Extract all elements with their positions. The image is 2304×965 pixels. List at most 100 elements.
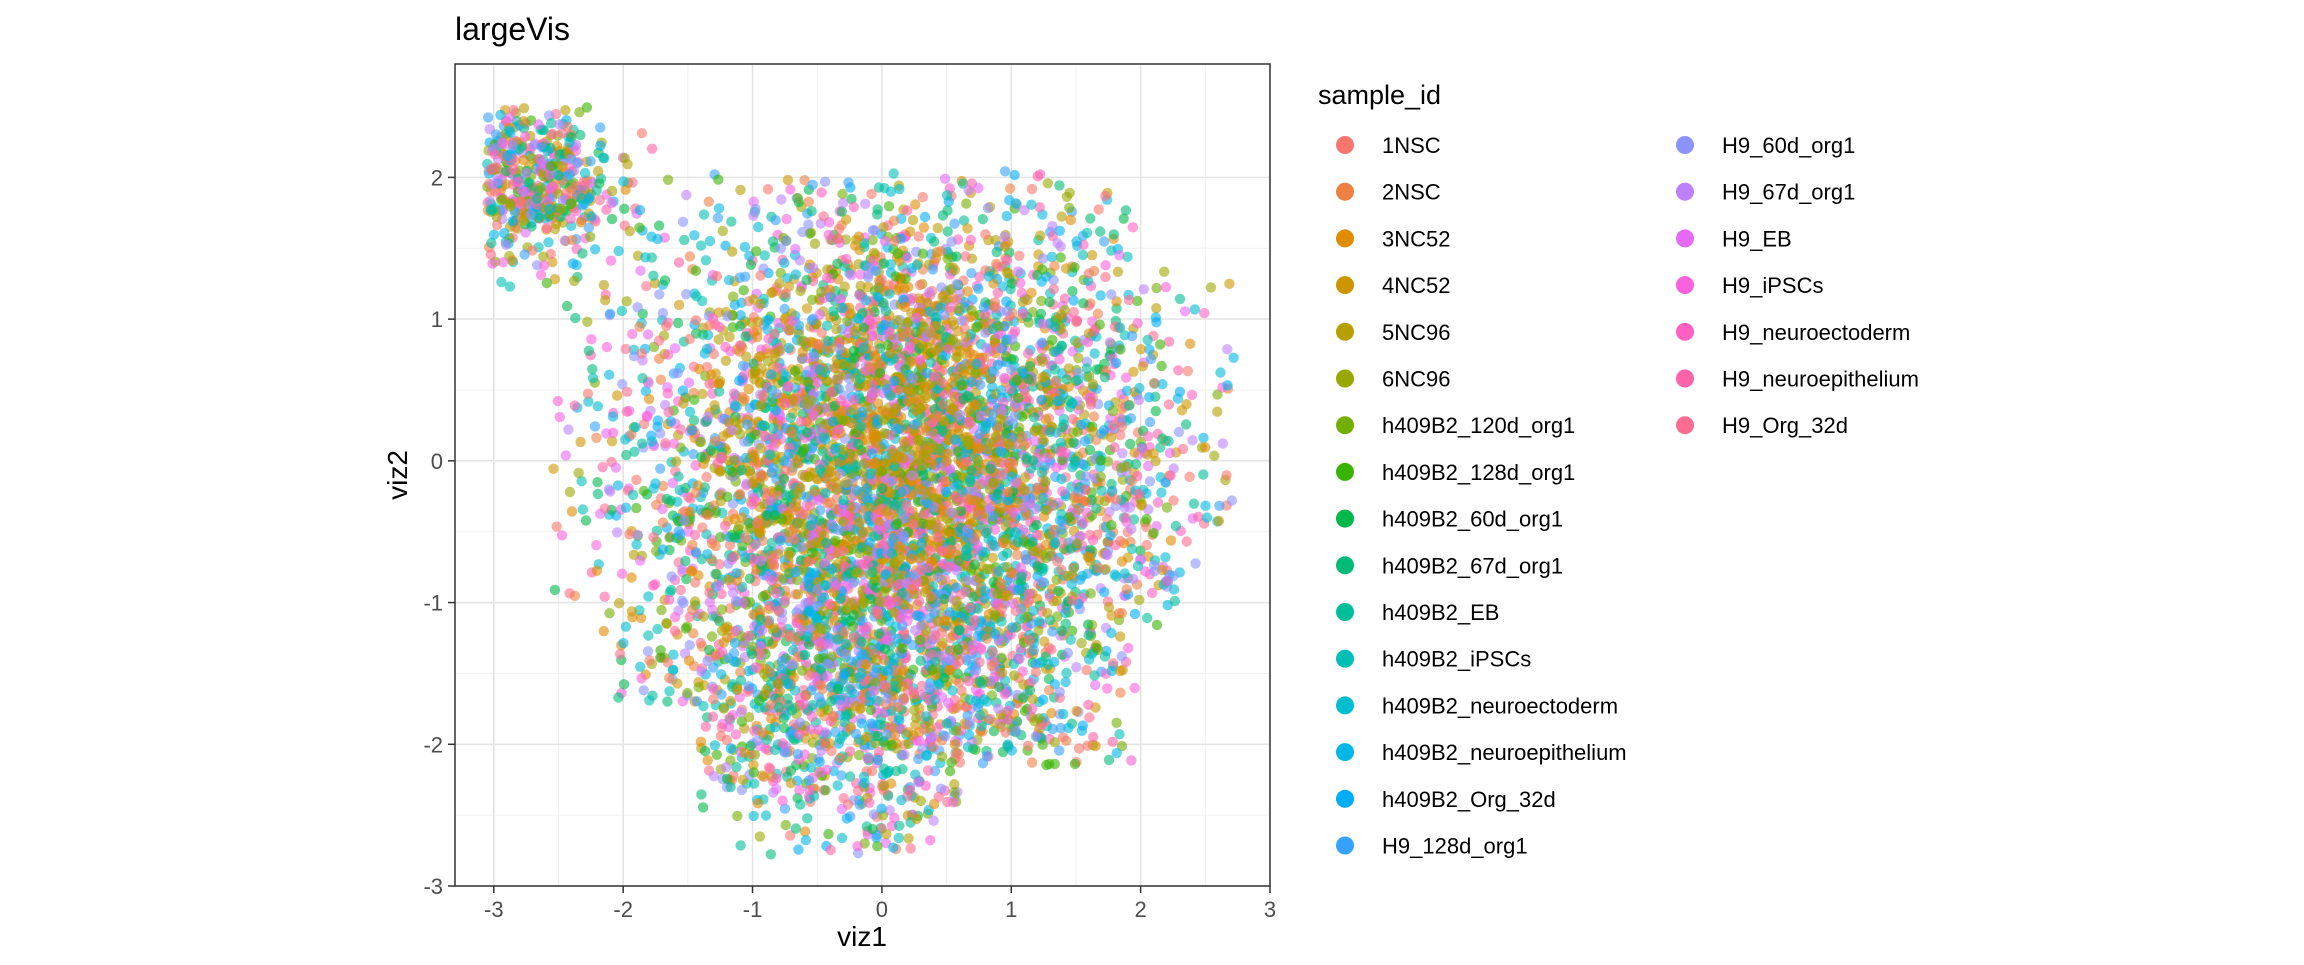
data-point <box>902 205 912 215</box>
data-point <box>1099 236 1109 246</box>
data-point <box>712 750 722 760</box>
data-point <box>578 504 588 514</box>
data-point <box>718 226 728 236</box>
data-point <box>519 103 529 113</box>
data-point <box>593 489 603 499</box>
data-point <box>553 396 563 406</box>
data-point <box>691 266 701 276</box>
data-point <box>1064 203 1074 213</box>
data-point <box>1181 419 1191 429</box>
data-point <box>779 596 789 606</box>
data-point <box>751 539 761 549</box>
points-layer <box>482 102 1239 859</box>
data-point <box>539 260 549 270</box>
data-point <box>1041 553 1051 563</box>
data-point <box>552 521 562 531</box>
data-point <box>933 223 943 233</box>
data-point <box>929 236 939 246</box>
data-point <box>947 685 957 695</box>
data-point <box>1090 348 1100 358</box>
data-point <box>1119 214 1129 224</box>
data-point <box>1198 433 1208 443</box>
data-point <box>644 655 654 665</box>
data-point <box>591 433 601 443</box>
data-point <box>1142 613 1152 623</box>
data-point <box>713 174 723 184</box>
data-point <box>774 278 784 288</box>
data-point <box>650 579 660 589</box>
data-point <box>869 225 879 235</box>
data-point <box>837 833 847 843</box>
data-point <box>670 612 680 622</box>
data-point <box>716 669 726 679</box>
data-point <box>595 141 605 151</box>
data-point <box>1002 306 1012 316</box>
data-point <box>1187 390 1197 400</box>
data-point <box>607 214 617 224</box>
data-point <box>841 649 851 659</box>
data-point <box>619 679 629 689</box>
data-point <box>1114 608 1124 618</box>
data-point <box>1027 757 1037 767</box>
data-point <box>1061 668 1071 678</box>
data-point <box>599 626 609 636</box>
data-point <box>1145 476 1155 486</box>
data-point <box>491 129 501 139</box>
data-point <box>820 785 830 795</box>
data-point <box>1143 335 1153 345</box>
data-point <box>687 566 697 576</box>
data-point <box>729 388 739 398</box>
data-point <box>1026 200 1036 210</box>
data-point <box>1005 183 1015 193</box>
data-point <box>643 646 653 656</box>
data-point <box>654 289 664 299</box>
data-point <box>656 375 666 385</box>
data-point <box>550 585 560 595</box>
data-point <box>1100 191 1110 201</box>
data-point <box>1038 319 1048 329</box>
data-point <box>1060 293 1070 303</box>
data-point <box>781 236 791 246</box>
data-point <box>696 240 706 250</box>
data-point <box>960 251 970 261</box>
data-point <box>822 765 832 775</box>
data-point <box>662 696 672 706</box>
data-point <box>636 673 646 683</box>
data-point <box>574 107 584 117</box>
data-point <box>612 390 622 400</box>
data-point <box>1180 306 1190 316</box>
data-point <box>676 424 686 434</box>
data-point <box>575 437 585 447</box>
data-point <box>1014 251 1024 261</box>
data-point <box>685 251 695 261</box>
data-point <box>773 605 783 615</box>
data-point <box>918 192 928 202</box>
data-point <box>548 464 558 474</box>
data-point <box>1206 282 1216 292</box>
data-point <box>1088 535 1098 545</box>
data-point <box>770 215 780 225</box>
data-point <box>1221 470 1231 480</box>
data-point <box>576 217 586 227</box>
data-point <box>842 813 852 823</box>
data-point <box>962 223 972 233</box>
data-point <box>790 366 800 376</box>
data-point <box>983 203 993 213</box>
data-point <box>1145 417 1155 427</box>
data-point <box>861 492 871 502</box>
data-point <box>555 412 565 422</box>
data-point <box>604 608 614 618</box>
data-point <box>689 230 699 240</box>
data-point <box>1112 748 1122 758</box>
data-point <box>1100 651 1110 661</box>
data-point <box>1126 755 1136 765</box>
data-point <box>896 795 906 805</box>
chart-title: largeVis <box>455 11 570 47</box>
data-point <box>639 685 649 695</box>
data-point <box>1083 700 1093 710</box>
data-point <box>499 228 509 238</box>
data-point <box>595 122 605 132</box>
data-point <box>656 605 666 615</box>
data-point <box>993 288 1003 298</box>
data-point <box>728 322 738 332</box>
